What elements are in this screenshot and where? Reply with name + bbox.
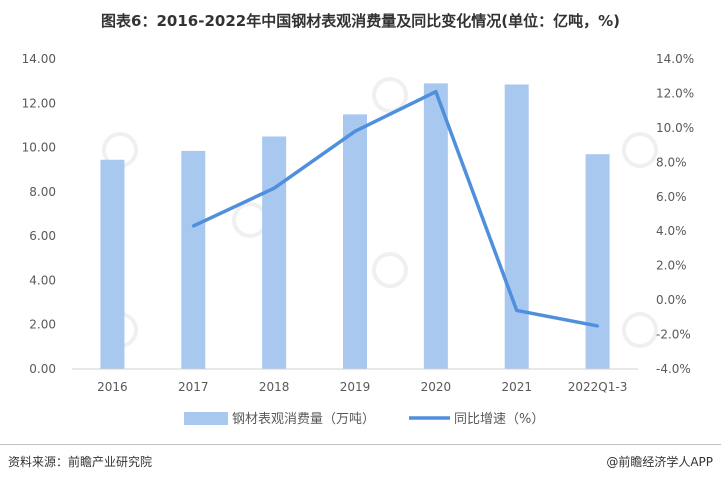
y-right-tick-label: 10.0% bbox=[656, 121, 694, 135]
y-left-tick-label: 10.00 bbox=[22, 141, 56, 155]
y-left-tick-label: 0.00 bbox=[29, 362, 56, 376]
x-tick-label: 2019 bbox=[340, 380, 371, 394]
y-right-tick-label: -2.0% bbox=[656, 328, 691, 342]
y-right-tick-label: 12.0% bbox=[656, 86, 694, 100]
y-left-tick-label: 14.00 bbox=[22, 52, 56, 66]
bar-2018 bbox=[262, 136, 287, 369]
watermark-mark bbox=[372, 77, 408, 113]
y-right-tick-label: 2.0% bbox=[656, 259, 687, 273]
growth-point-2018 bbox=[272, 186, 276, 190]
x-tick-label: 2017 bbox=[178, 380, 209, 394]
bar-2022Q1-3 bbox=[585, 154, 610, 369]
bar-2016 bbox=[100, 159, 125, 369]
watermark-mark bbox=[622, 312, 658, 348]
y-right-tick-label: 8.0% bbox=[656, 155, 687, 169]
growth-line bbox=[192, 89, 598, 328]
growth-point-2020 bbox=[434, 90, 438, 94]
bar-2019 bbox=[343, 114, 367, 369]
legend-bar-label: 钢材表观消费量（万吨） bbox=[232, 412, 375, 427]
x-tick-label: 2020 bbox=[421, 380, 452, 394]
footer-source: 资料来源：前瞻产业研究院 bbox=[8, 455, 153, 469]
x-tick-label: 2016 bbox=[97, 380, 128, 394]
x-tick-label: 2022Q1-3 bbox=[568, 380, 628, 394]
x-tick-label: 2018 bbox=[259, 380, 290, 394]
y-left-tick-label: 6.00 bbox=[29, 229, 56, 243]
bar-2020 bbox=[423, 83, 448, 369]
watermark-mark bbox=[622, 132, 658, 168]
watermark-mark bbox=[232, 202, 268, 238]
y-right-tick-label: 14.0% bbox=[656, 52, 694, 66]
y-right-tick-label: 6.0% bbox=[656, 190, 687, 204]
legend: 钢材表观消费量（万吨） 同比增速（%） bbox=[184, 412, 544, 427]
chart-title: 图表6：2016-2022年中国钢材表观消费量及同比变化情况(单位：亿吨，%) bbox=[101, 12, 620, 30]
y-right-tick-label: -4.0% bbox=[656, 362, 691, 376]
footer-brand: @前瞻经济学人APP bbox=[606, 455, 713, 469]
growth-point-2019 bbox=[353, 129, 357, 133]
growth-point-2021 bbox=[515, 308, 519, 312]
bar-2017 bbox=[181, 150, 206, 369]
growth-point-2017 bbox=[191, 224, 195, 228]
line-layer bbox=[191, 89, 600, 328]
legend-line-label: 同比增速（%） bbox=[454, 412, 544, 427]
x-tick-label: 2021 bbox=[501, 380, 532, 394]
y-right-tick-label: 4.0% bbox=[656, 224, 687, 238]
legend-bar-swatch bbox=[184, 412, 228, 425]
y-left-tick-label: 8.00 bbox=[29, 185, 56, 199]
bars-layer bbox=[100, 83, 610, 369]
footer-divider bbox=[0, 444, 721, 445]
y-right-tick-label: 0.0% bbox=[656, 293, 687, 307]
bar-2021 bbox=[504, 84, 529, 369]
growth-point-2022Q1-3 bbox=[596, 324, 600, 328]
y-left-tick-label: 4.00 bbox=[29, 273, 56, 287]
axis-layer: 0.00 2.00 4.00 6.00 8.00 10.00 12.00 14.00 -4.0%… bbox=[22, 52, 694, 394]
watermark-mark bbox=[372, 252, 408, 288]
y-left-tick-label: 12.00 bbox=[22, 96, 56, 110]
y-left-tick-label: 2.00 bbox=[29, 318, 56, 332]
